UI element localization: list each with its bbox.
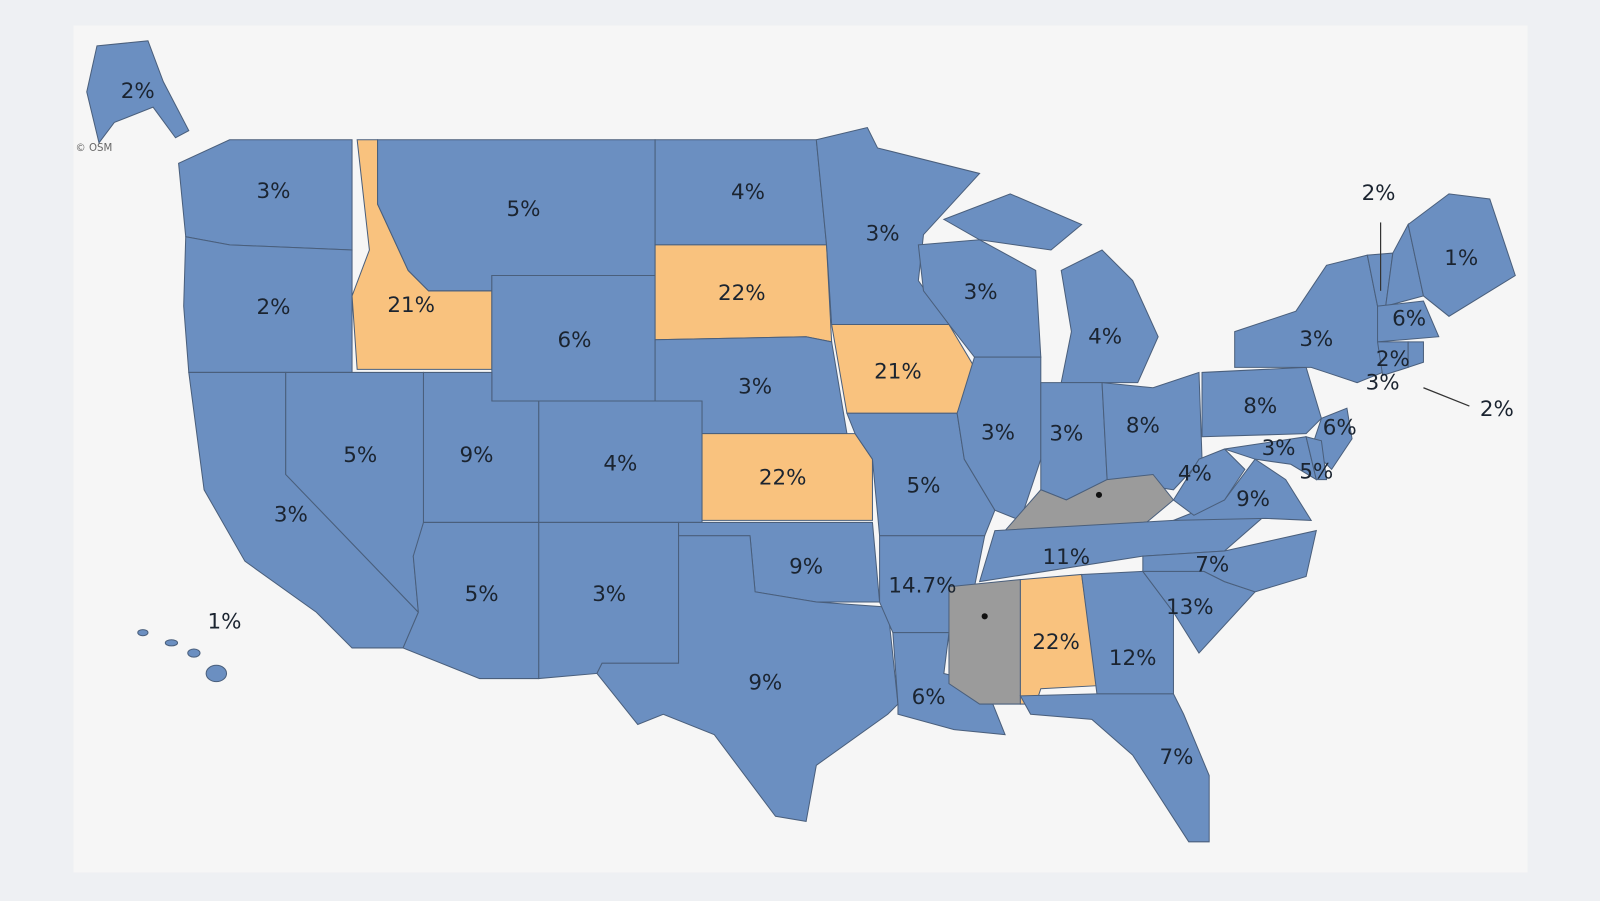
state-label: 3% <box>1366 371 1400 396</box>
state-shape <box>1407 341 1424 369</box>
island <box>137 629 149 637</box>
states <box>86 40 1516 843</box>
state-shape <box>942 193 1083 251</box>
state-label: 3% <box>866 222 900 247</box>
state-label: 8% <box>1126 414 1160 439</box>
state-shape <box>1201 366 1322 438</box>
state-label: 5% <box>906 474 940 499</box>
state-label: 3% <box>256 179 290 204</box>
state-label: 11% <box>1043 545 1091 570</box>
state-label: 9% <box>748 671 782 696</box>
state-label: 5% <box>465 582 499 607</box>
state-label: 3% <box>1299 327 1333 352</box>
state-label: 9% <box>789 554 823 579</box>
state-shape <box>956 356 1042 522</box>
state-label: 1% <box>208 609 242 634</box>
state-shape <box>1224 436 1318 481</box>
state-label: 2% <box>121 79 155 104</box>
state-shape <box>1142 529 1317 593</box>
state-label: 6% <box>1392 306 1426 331</box>
state-label: 21% <box>874 359 922 384</box>
state-label: 1% <box>1444 246 1478 271</box>
state-shape <box>1003 473 1175 532</box>
state-label: 5% <box>506 197 540 222</box>
state-label: 9% <box>460 443 494 468</box>
state-label: 3% <box>274 502 308 527</box>
state-label: 4% <box>731 180 765 205</box>
state-label: 12% <box>1109 646 1157 671</box>
attribution: © OSM <box>76 143 113 154</box>
state-shape <box>596 535 899 822</box>
marker-dot <box>1095 491 1103 498</box>
state-label: 13% <box>1166 595 1214 620</box>
state-shape <box>1060 249 1159 384</box>
state-label: 3% <box>1262 436 1296 461</box>
state-shape <box>1305 436 1328 481</box>
state-label: 5% <box>343 443 377 468</box>
state-label: 3% <box>738 375 772 400</box>
state-label: 7% <box>1160 745 1194 770</box>
marker-dot <box>981 613 988 620</box>
state-label: 2% <box>1480 397 1514 422</box>
state-shape <box>1407 193 1516 317</box>
state-label: 5% <box>1299 459 1333 484</box>
state-label: 14.7% <box>888 574 956 599</box>
state-labels: 2%1%3%2%3%5%21%5%6%9% 4%5% 3%4%22%3%22%9%9… <box>121 79 1514 770</box>
leader-line <box>1423 387 1470 407</box>
state-label: 2% <box>1376 347 1410 372</box>
state-shape <box>701 433 873 521</box>
state-label: 3% <box>981 421 1015 446</box>
state-shape <box>86 40 190 145</box>
state-label: 6% <box>558 328 592 353</box>
state-label: 3% <box>964 280 998 305</box>
island <box>187 648 201 658</box>
state-label: 6% <box>1323 416 1357 441</box>
state-label: 4% <box>1088 325 1122 350</box>
island <box>205 664 228 683</box>
island <box>164 639 179 647</box>
state-label: 2% <box>256 295 290 320</box>
state-label: 3% <box>1049 422 1083 447</box>
state-label: 22% <box>1032 630 1080 655</box>
state-shape <box>1172 448 1246 516</box>
state-label: 22% <box>718 281 766 306</box>
state-label: 22% <box>759 466 807 491</box>
state-label: 9% <box>1236 487 1270 512</box>
state-label: 7% <box>1195 552 1229 577</box>
state-shape <box>1081 570 1174 695</box>
state-label: 3% <box>592 582 626 607</box>
state-shape <box>1019 693 1210 843</box>
state-label: 21% <box>387 293 435 318</box>
state-label: 6% <box>912 685 946 710</box>
state-label: 2% <box>1362 181 1396 206</box>
state-shape <box>948 579 1021 705</box>
state-shape <box>1377 300 1440 343</box>
state-label: 4% <box>1178 461 1212 486</box>
state-label: 8% <box>1243 394 1277 419</box>
state-label: 4% <box>603 451 637 476</box>
